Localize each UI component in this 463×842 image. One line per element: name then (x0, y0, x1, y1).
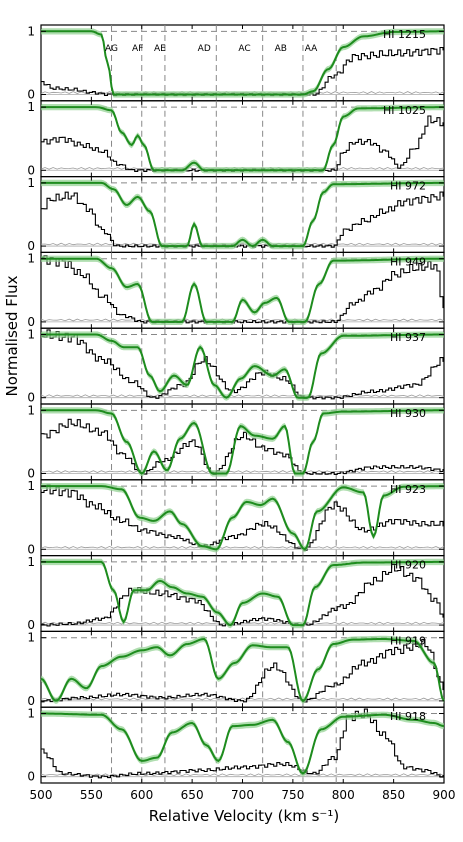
error-spectrum (40, 318, 445, 322)
model-band (41, 255, 444, 325)
y-tick-label: 1 (27, 555, 35, 569)
x-tick-label: 600 (130, 788, 153, 802)
x-tick-label: 900 (433, 788, 456, 802)
y-tick-label: 1 (27, 100, 35, 114)
panel-hi-923: 0 1 HI 923 (27, 479, 445, 557)
x-tick-labels: 500 550 600 650 700 750 800 850 900 (30, 788, 456, 802)
model-line (40, 637, 445, 703)
y-tick-label: 0 (27, 315, 35, 329)
model-line (41, 409, 444, 475)
error-spectrum (40, 545, 445, 549)
panel-label: HI 920 (390, 559, 426, 572)
y-tick-label: 0 (27, 391, 35, 405)
error-spectrum (40, 470, 445, 473)
error-spectrum (40, 242, 445, 246)
model-line (41, 712, 445, 775)
panel-frame (40, 403, 445, 481)
observed-spectrum (41, 418, 444, 476)
y-tick-label: 1 (27, 479, 35, 493)
panel-hi-972: 0 1 HI 972 (27, 176, 445, 253)
panel-frame (40, 706, 445, 784)
panel-label: HI 923 (390, 483, 426, 496)
panel-hi-919: 0 1 HI 919 (27, 631, 445, 708)
x-tick-label: 750 (281, 788, 304, 802)
y-tick-label: 0 (27, 694, 35, 708)
y-tick-label: 1 (27, 631, 35, 645)
observed-spectrum (41, 46, 444, 97)
component-label-ab: AB (275, 44, 287, 54)
component-label-ad: AD (198, 44, 211, 54)
y-tick-label: 0 (27, 163, 35, 177)
panel-hi-937: 0 1 HI 937 (27, 327, 445, 405)
error-spectrum (40, 394, 445, 398)
model-line (41, 257, 444, 323)
component-label-ag: AG (105, 44, 118, 54)
observed-spectrum (41, 484, 444, 551)
panel-frame (40, 479, 445, 557)
observed-spectrum (41, 191, 444, 248)
component-label-ae: AE (154, 44, 166, 54)
component-label-aa: AA (305, 44, 318, 54)
panel-hi-920: 0 1 HI 920 (27, 555, 445, 632)
observed-spectrum (41, 708, 444, 779)
panel-label: HI 949 (390, 255, 426, 268)
error-spectrum (40, 773, 445, 777)
panel-label: HI 919 (390, 634, 426, 647)
y-tick-label: 1 (27, 252, 35, 266)
panel-hi-949: 0 1 HI 949 (27, 252, 445, 329)
y-tick-label: 0 (27, 239, 35, 253)
y-tick-label: 1 (27, 328, 35, 342)
panel-hi-1025: 0 1 HI 1025 (27, 100, 445, 177)
component-label-ac: AC (238, 44, 250, 54)
model-line (41, 485, 444, 551)
x-axis-title: Relative Velocity (km s⁻¹) (149, 807, 339, 825)
observed-spectrum (41, 255, 444, 324)
model-line (41, 333, 444, 399)
model-band (41, 635, 444, 704)
panel-label: HI 1025 (383, 104, 426, 117)
model-line (41, 30, 444, 96)
observed-spectrum (41, 115, 444, 172)
y-tick-label: 1 (27, 24, 35, 38)
panel-label: HI 937 (390, 331, 426, 344)
panel-label: HI 918 (390, 710, 426, 723)
y-tick-label: 0 (27, 542, 35, 556)
y-tick-label: 1 (27, 707, 35, 721)
model-line (41, 106, 444, 172)
panel-label: HI 930 (390, 407, 426, 420)
y-tick-label: 1 (27, 403, 35, 417)
model-band (41, 28, 444, 98)
panel-label: HI 1215 (383, 28, 426, 41)
x-tick-label: 850 (382, 788, 405, 802)
y-tick-label: 1 (27, 176, 35, 190)
panel-hi-930: 0 1 HI 930 (27, 403, 445, 481)
panel-hi-1215: 0 1 HI 1215 AG AF AE AD AC AB AA (27, 24, 445, 101)
panel-label: HI 972 (390, 180, 426, 193)
panel-hi-918: 0 1 HI 918 (27, 706, 445, 784)
y-axis-title: Normalised Flux (3, 275, 21, 396)
model-band (41, 483, 444, 553)
y-tick-label: 0 (27, 87, 35, 101)
x-tick-label: 550 (80, 788, 103, 802)
component-label-af: AF (132, 44, 143, 54)
x-tick-label: 800 (332, 788, 355, 802)
y-tick-label: 0 (27, 618, 35, 632)
x-tick-label: 650 (181, 788, 204, 802)
observed-spectrum (41, 639, 444, 703)
observed-spectrum (41, 329, 444, 400)
panel-frame (40, 327, 445, 405)
observed-spectrum (41, 563, 444, 627)
x-tick-label: 700 (231, 788, 254, 802)
model-band (41, 331, 444, 401)
error-spectrum (40, 697, 445, 701)
model-line (41, 181, 444, 248)
model-line (41, 560, 444, 627)
y-tick-label: 0 (27, 466, 35, 480)
x-tick-label: 500 (30, 788, 53, 802)
y-tick-label: 0 (27, 770, 35, 784)
